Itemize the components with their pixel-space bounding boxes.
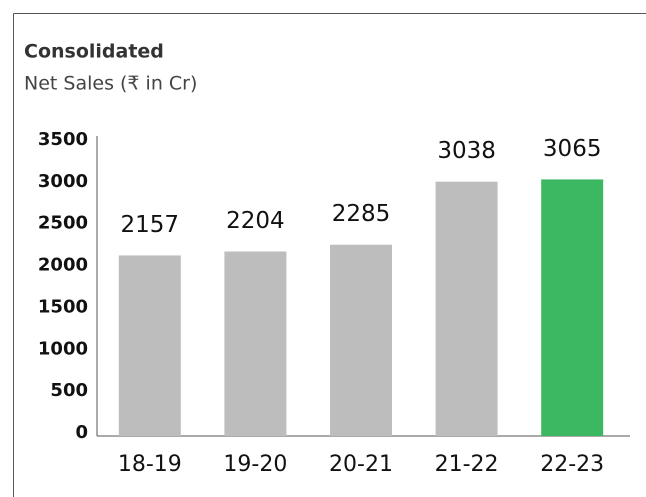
y-tick-label: 1500: [38, 296, 88, 317]
value-label: 2285: [332, 201, 391, 227]
x-tick-label: 19-20: [223, 452, 287, 477]
x-tick-label: 21-22: [435, 452, 499, 477]
value-label: 3065: [543, 136, 602, 162]
value-label: 3038: [437, 138, 496, 164]
y-tick-label: 2000: [38, 255, 88, 276]
bar: [224, 251, 287, 436]
value-label: 2204: [226, 208, 285, 234]
x-tick-label: 20-21: [329, 452, 393, 477]
chart-subtitle: Net Sales (₹ in Cr): [24, 73, 197, 95]
y-tick-label: 2500: [38, 213, 88, 234]
bar: [118, 255, 181, 436]
y-tick-label: 500: [50, 380, 88, 401]
bar: [435, 181, 498, 436]
bar: [541, 179, 604, 436]
y-tick-label: 3500: [38, 129, 88, 150]
value-label: 2157: [121, 212, 180, 238]
y-tick-label: 0: [75, 422, 88, 443]
bar: [330, 244, 392, 436]
chart-title: Consolidated: [24, 41, 164, 63]
x-tick-label: 18-19: [118, 452, 182, 477]
x-tick-label: 22-23: [540, 452, 604, 477]
y-tick-label: 3000: [38, 171, 88, 192]
y-tick-label: 1000: [38, 338, 88, 359]
